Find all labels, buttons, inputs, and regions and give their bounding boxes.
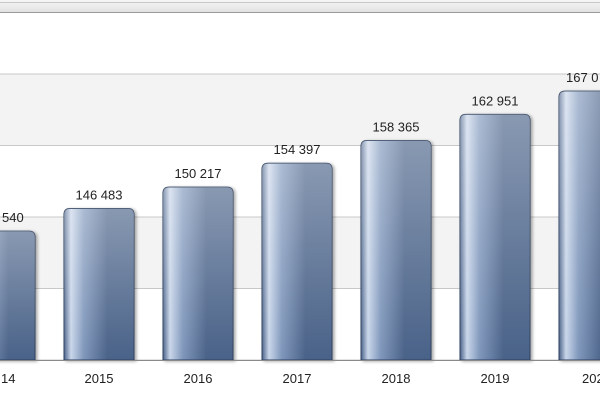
bar-highlight-2017	[262, 163, 332, 360]
x-tick-label-2017: 2017	[283, 371, 312, 386]
x-tick-label-2020: 202	[582, 371, 600, 386]
value-label-2019: 162 951	[472, 93, 519, 108]
bars	[0, 90, 600, 361]
bar-highlight-2020	[559, 91, 600, 360]
x-tick-labels: 14 2015 2016 2017 2018 2019 202	[1, 371, 600, 386]
x-tick-label-2014: 14	[1, 371, 15, 386]
bar-highlight-2019	[460, 114, 530, 360]
bar-highlight-2015	[64, 208, 134, 360]
value-label-2014: 540	[2, 210, 24, 225]
x-tick-label-2016: 2016	[184, 371, 213, 386]
chart-window-top-bar	[0, 0, 600, 13]
value-label-2018: 158 365	[373, 120, 420, 135]
value-label-2017: 154 397	[274, 142, 321, 157]
bar-highlight-2014	[0, 231, 35, 360]
value-label-2015: 146 483	[76, 188, 123, 203]
x-tick-label-2015: 2015	[85, 371, 114, 386]
value-label-2020: 167 0	[566, 70, 599, 85]
x-tick-label-2019: 2019	[481, 371, 510, 386]
x-tick-label-2018: 2018	[382, 371, 411, 386]
value-label-2016: 150 217	[175, 166, 222, 181]
bar-highlight-2016	[163, 187, 233, 360]
bar-highlight-2018	[361, 140, 431, 360]
value-labels: 540 146 483 150 217 154 397 158 365 162 951 16…	[2, 70, 599, 225]
